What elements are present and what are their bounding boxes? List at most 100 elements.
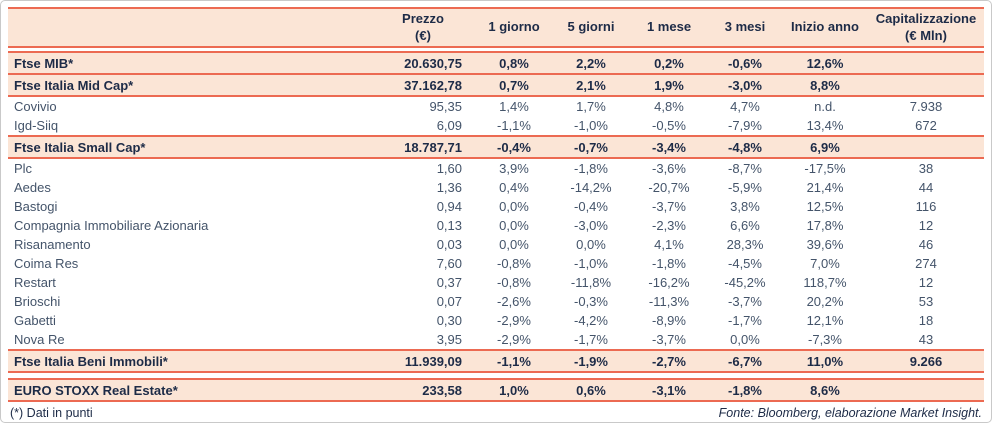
cell-3-mesi: -45,2% (724, 275, 766, 290)
cell-1-mese: -20,7% (648, 180, 690, 195)
cell-5-giorni: 2,2% (552, 51, 630, 75)
cell-inizio-anno: 7,0% (810, 256, 840, 271)
cell-prezzo: 0,13 (436, 218, 462, 233)
cell-1-mese: -8,9% (652, 313, 686, 328)
cell-5-giorni: 2,1% (552, 73, 630, 97)
table-row: Nova Re 3,95 -2,9% -1,7% -3,7% 0,0% -7,3% 43 (8, 330, 984, 350)
cell-3-mesi: -8,7% (728, 161, 762, 176)
cell-inizio-anno: 12,5% (806, 199, 844, 214)
row-label: Gabetti (14, 313, 56, 328)
cell-prezzo: 11.939,09 (370, 349, 476, 373)
cell-1-giorno: -0,8% (497, 256, 531, 271)
cell-1-mese: -1,8% (652, 256, 686, 271)
table-row: Covivio 95,35 1,4% 1,7% 4,8% 4,7% n.d. 7.938 (8, 96, 984, 116)
row-label: Restart (14, 275, 56, 290)
cell-5-giorni: -14,2% (570, 180, 612, 195)
cell-prezzo: 18.787,71 (370, 135, 476, 159)
cell-1-giorno: 1,0% (476, 378, 552, 402)
table-footer: (*) Dati in punti Fonte: Bloomberg, elab… (8, 402, 984, 420)
table-row: Restart 0,37 -0,8% -11,8% -16,2% -45,2% 118,7%… (8, 273, 984, 292)
cell-1-mese: -11,3% (648, 294, 690, 309)
cell-capitalizzazione: 38 (918, 161, 934, 176)
row-label: Coima Res (14, 256, 79, 271)
table-row: Compagnia Immobiliare Azionaria 0,13 0,0% -… (8, 216, 984, 235)
cell-5-giorni: -11,8% (570, 275, 612, 290)
row-label: Ftse Italia Beni Immobili* (8, 349, 370, 373)
cell-prezzo: 1,60 (436, 161, 462, 176)
table-row: Plc 1,60 3,9% -1,8% -3,6% -8,7% -17,5% 38 (8, 158, 984, 178)
cell-1-mese: 0,2% (630, 51, 708, 75)
row-label: Ftse Italia Mid Cap* (8, 73, 370, 97)
cell-3-mesi: -1,8% (708, 378, 782, 402)
table-row: Ftse Italia Mid Cap* 37.162,78 0,7% 2,1% 1,9… (8, 73, 984, 97)
row-label: Risanamento (14, 237, 91, 252)
row-label: Covivio (14, 99, 57, 114)
cell-capitalizzazione: 44 (918, 180, 934, 195)
row-label: EURO STOXX Real Estate* (8, 378, 370, 402)
source-note: Fonte: Bloomberg, elaborazione Market In… (718, 406, 982, 420)
cell-inizio-anno: 12,6% (782, 51, 868, 75)
cell-capitalizzazione (868, 73, 984, 97)
cell-1-giorno: -0,8% (497, 275, 531, 290)
row-label: Ftse Italia Small Cap* (8, 135, 370, 159)
cell-1-giorno: 0,4% (499, 180, 529, 195)
cell-inizio-anno: 39,6% (806, 237, 844, 252)
cell-1-mese: -2,7% (630, 349, 708, 373)
cell-5-giorni: 1,7% (576, 99, 606, 114)
table-row: Ftse MIB* 20.630,75 0,8% 2,2% 0,2% -0,6% 12,6% (8, 51, 984, 75)
cell-1-giorno: -1,1% (476, 349, 552, 373)
cell-inizio-anno: 11,0% (782, 349, 868, 373)
cell-5-giorni: 0,6% (552, 378, 630, 402)
cell-capitalizzazione: 672 (915, 118, 937, 133)
table-row: Aedes 1,36 0,4% -14,2% -20,7% -5,9% 21,4% 44 (8, 178, 984, 197)
cell-prezzo: 0,30 (436, 313, 462, 328)
cell-1-mese: -3,6% (652, 161, 686, 176)
cell-inizio-anno: 21,4% (806, 180, 844, 195)
spacer-row (8, 372, 984, 379)
cell-3-mesi: 28,3% (726, 237, 764, 252)
cell-capitalizzazione (868, 135, 984, 159)
table-row: Bastogi 0,94 0,0% -0,4% -3,7% 3,8% 12,5% 116 (8, 197, 984, 216)
cell-1-giorno: 1,4% (499, 99, 529, 114)
cell-3-mesi: -4,5% (728, 256, 762, 271)
column-header-name (8, 7, 370, 48)
cell-prezzo: 0,07 (436, 294, 462, 309)
cell-prezzo: 3,95 (436, 332, 462, 347)
spacer-row (8, 47, 984, 52)
cell-5-giorni: -1,7% (574, 332, 608, 347)
row-label: Igd-Siiq (14, 118, 59, 133)
cell-5-giorni: -1,8% (574, 161, 608, 176)
table-row: Coima Res 7,60 -0,8% -1,0% -1,8% -4,5% 7,0% 274 (8, 254, 984, 273)
cell-5-giorni: -3,0% (574, 218, 608, 233)
row-label: Compagnia Immobiliare Azionaria (14, 218, 209, 233)
cell-inizio-anno: -7,3% (808, 332, 842, 347)
cell-1-mese: -3,4% (630, 135, 708, 159)
cell-prezzo: 6,09 (436, 118, 462, 133)
cell-3-mesi: 4,7% (730, 99, 760, 114)
cell-prezzo: 233,58 (370, 378, 476, 402)
column-header-capitalizzazione: Capitalizzazione (€ Mln) (868, 7, 984, 48)
cell-1-mese: -0,5% (652, 118, 686, 133)
cell-prezzo: 0,37 (436, 275, 462, 290)
cell-prezzo: 0,03 (436, 237, 462, 252)
table-row: Ftse Italia Small Cap* 18.787,71 -0,4% -0,7… (8, 135, 984, 159)
cell-5-giorni: -1,0% (574, 256, 608, 271)
table-header: Prezzo (€) 1 giorno 5 giorni 1 mese 3 mesi Ini… (8, 7, 984, 48)
cell-capitalizzazione (868, 51, 984, 75)
column-header-prezzo: Prezzo (€) (370, 7, 476, 48)
footnote: (*) Dati in punti (10, 406, 93, 420)
column-header-1-mese: 1 mese (630, 7, 708, 48)
cell-3-mesi: -7,9% (728, 118, 762, 133)
cell-capitalizzazione: 43 (918, 332, 934, 347)
cell-capitalizzazione: 12 (918, 218, 934, 233)
cell-3-mesi: -1,7% (728, 313, 762, 328)
table-row: Brioschi 0,07 -2,6% -0,3% -11,3% -3,7% 20,2% 53 (8, 292, 984, 311)
row-label: Nova Re (14, 332, 65, 347)
cell-5-giorni: -0,7% (552, 135, 630, 159)
header-row: Prezzo (€) 1 giorno 5 giorni 1 mese 3 mesi Ini… (8, 7, 984, 48)
column-header-1-giorno: 1 giorno (476, 7, 552, 48)
cell-1-mese: 1,9% (630, 73, 708, 97)
cell-1-giorno: 0,0% (499, 218, 529, 233)
cell-capitalizzazione: 12 (918, 275, 934, 290)
cell-capitalizzazione: 116 (915, 199, 937, 214)
